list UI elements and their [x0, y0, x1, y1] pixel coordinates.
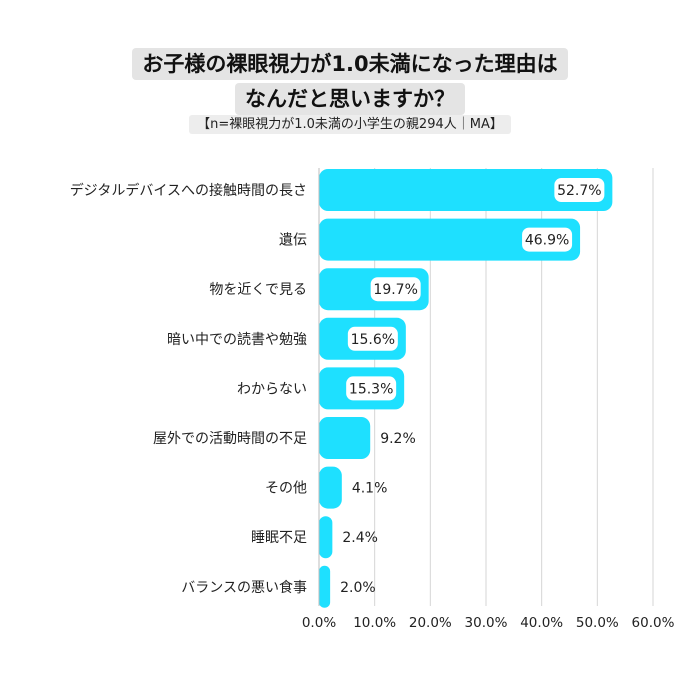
- chart-title-line-2: なんだと思いますか？: [235, 83, 465, 115]
- chart-title-line-1: お子様の裸眼視力が1.0未満になった理由は: [132, 48, 568, 80]
- value-label: 19.7%: [373, 282, 417, 298]
- value-label-pill: [347, 326, 398, 351]
- bar: [319, 466, 342, 509]
- value-label: 46.9%: [525, 233, 569, 249]
- x-tick-label: 60.0%: [632, 615, 675, 631]
- value-label: 2.0%: [340, 580, 376, 596]
- value-label-pill: [346, 376, 397, 401]
- x-tick-label: 10.0%: [353, 615, 396, 631]
- bar: [319, 565, 331, 608]
- value-label: 2.4%: [342, 530, 378, 546]
- value-label: 4.1%: [352, 481, 388, 497]
- value-label-pill: [370, 277, 421, 302]
- bar: [319, 169, 613, 211]
- value-label-pill: [554, 178, 605, 202]
- category-label: 暗い中での読書や勉強: [167, 331, 307, 348]
- x-tick-label: 40.0%: [520, 615, 563, 631]
- x-tick-label: 0.0%: [302, 615, 336, 631]
- value-label: 15.3%: [349, 381, 393, 397]
- bar: [319, 516, 333, 559]
- value-label: 52.7%: [557, 183, 601, 199]
- category-label: 屋外での活動時間の不足: [153, 431, 307, 447]
- category-label: バランスの悪い食事: [181, 579, 307, 596]
- category-label: 遺伝: [279, 233, 307, 249]
- x-tick-label: 20.0%: [409, 615, 452, 631]
- bar: [319, 417, 371, 459]
- value-label: 9.2%: [380, 431, 416, 447]
- bar: [319, 218, 581, 261]
- x-tick-label: 30.0%: [465, 615, 508, 631]
- chart-subtitle: 【n=裸眼視力が1.0未満の小学生の親294人｜MA】: [0, 113, 700, 134]
- chart-subtitle-text: 【n=裸眼視力が1.0未満の小学生の親294人｜MA】: [189, 115, 511, 134]
- chart-title: お子様の裸眼視力が1.0未満になった理由は なんだと思いますか？: [0, 48, 700, 118]
- value-label-pill: [522, 227, 573, 252]
- x-tick-label: 50.0%: [576, 615, 619, 631]
- category-label: その他: [265, 481, 307, 497]
- value-label: 15.6%: [351, 332, 395, 348]
- category-label: わからない: [237, 381, 307, 397]
- category-label: 物を近くで見る: [209, 282, 307, 298]
- category-label: デジタルデバイスへの接触時間の長さ: [70, 182, 307, 199]
- category-label: 睡眠不足: [251, 530, 307, 546]
